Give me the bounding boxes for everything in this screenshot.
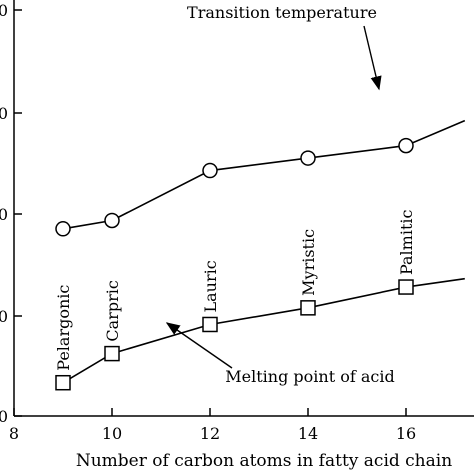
x-axis-label: Number of carbon atoms in fatty acid cha… <box>76 451 452 471</box>
circle-point <box>104 212 120 229</box>
series-markers <box>55 137 414 391</box>
y-ticks: 0 0 0 0 0 <box>0 1 22 426</box>
series-lines <box>62 119 466 384</box>
point-label: Pelargonic <box>54 285 73 371</box>
circle-point <box>398 137 414 154</box>
square-point <box>55 374 71 391</box>
y-tick-label: 0 <box>0 307 8 326</box>
point-label: Lauric <box>201 260 220 312</box>
circle-point <box>55 221 71 237</box>
annotation-arrow <box>363 25 382 91</box>
circle-point <box>300 150 316 166</box>
x-tick-label: 14 <box>298 424 318 443</box>
annotation-arrow <box>165 322 233 369</box>
point-label: Carpric <box>103 280 122 341</box>
point-label: Myristic <box>299 229 318 296</box>
x-tick-label: 8 <box>9 424 19 443</box>
square-point <box>300 300 316 316</box>
melting-point-annotation: Melting point of acid <box>225 367 394 386</box>
x-tick-label: 12 <box>200 424 220 443</box>
annotations: Transition temperature Melting point of a… <box>165 3 395 386</box>
point-label: Palmitic <box>397 210 416 276</box>
x-tick-label: 10 <box>102 424 122 443</box>
y-tick-label: 0 <box>0 407 8 426</box>
square-point <box>202 316 218 333</box>
square-point <box>398 279 414 295</box>
series-line-melting <box>62 277 465 384</box>
y-tick-label: 0 <box>0 205 8 224</box>
y-tick-label: 0 <box>0 1 8 20</box>
point-labels: Pelargonic Carpric Lauric Myristic Palmitic <box>54 210 416 371</box>
series-line-transition <box>62 119 466 230</box>
transition-temperature-annotation: Transition temperature <box>187 3 377 22</box>
circle-point <box>202 162 218 179</box>
y-tick-label: 0 <box>0 104 8 123</box>
square-point <box>104 345 120 362</box>
x-tick-label: 16 <box>396 424 416 443</box>
x-ticks: 8 10 12 14 16 <box>9 408 416 443</box>
axes <box>13 0 474 417</box>
